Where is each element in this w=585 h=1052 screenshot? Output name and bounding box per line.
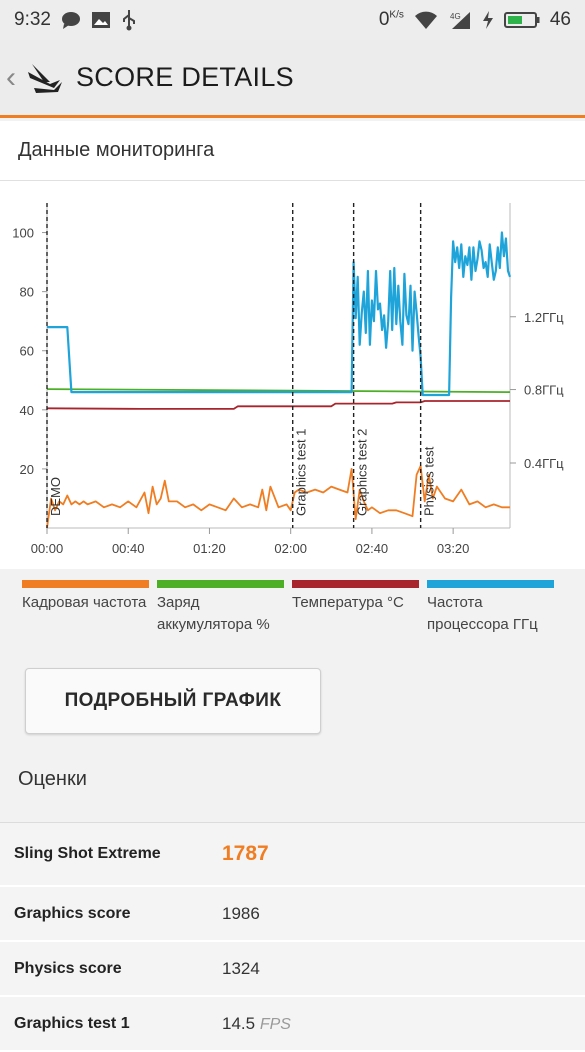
detailed-graph-button[interactable]: ПОДРОБНЫЙ ГРАФИК [25, 668, 321, 734]
score-row-graphics-score[interactable]: Graphics score 1986 [0, 887, 585, 942]
monitoring-chart-svg: 100 80 60 40 20 1.2ГГц 0.8ГГц 0.4ГГц 00:00 00:40 0… [12, 203, 564, 556]
app-bar: ‹ SCORE DETAILS [0, 40, 585, 118]
battery-level: 46 [549, 9, 571, 30]
legend-item-fps: Кадровая частота [22, 580, 149, 636]
page-title: SCORE DETAILS [76, 62, 294, 92]
score-value: 1787 [222, 842, 269, 865]
back-chevron-icon[interactable]: ‹ [6, 60, 16, 94]
y-right-tick-label: 0.4ГГц [524, 456, 564, 471]
status-bar: 9:32 0K/s 4G 46 [0, 0, 585, 40]
series-line [46, 388, 511, 393]
x-tick-label: 03:20 [437, 541, 470, 556]
scores-title: Оценки [18, 768, 87, 790]
usb-icon [122, 10, 135, 31]
battery-icon [503, 12, 540, 28]
charging-icon [482, 11, 493, 29]
image-icon [91, 12, 110, 28]
score-name: Graphics score [14, 904, 131, 922]
net-speed: 0K/s [378, 9, 404, 30]
monitoring-chart: 100 80 60 40 20 1.2ГГц 0.8ГГц 0.4ГГц 00:00 00:40 0… [0, 181, 585, 569]
test-marker-label: DEMO [48, 477, 63, 516]
y-tick-label: 60 [20, 344, 34, 359]
legend-item-cpu-frequency: Частота процессора ГГц [427, 580, 554, 636]
score-name: Sling Shot Extreme [14, 845, 161, 862]
score-value: 1324 [222, 958, 260, 978]
score-value: 14.5 FPS [222, 1013, 291, 1033]
chart-legend: Кадровая частота Заряд аккумулятора % Те… [22, 580, 563, 636]
score-name: Graphics test 1 [14, 1014, 130, 1032]
signal-4g-icon: 4G [450, 12, 470, 29]
score-row-graphics-test-1[interactable]: Graphics test 1 14.5 FPS [0, 997, 585, 1052]
x-tick-label: 00:00 [31, 541, 64, 556]
monitoring-card: Данные мониторинга 100 80 60 40 20 1.2ГГц 0.8Г… [0, 121, 585, 569]
wifi-icon [414, 11, 437, 29]
x-tick-label: 00:40 [112, 541, 145, 556]
legend-item-temperature: Температура °C [292, 580, 419, 636]
test-marker-label: Physics test [422, 446, 437, 516]
legend-item-battery: Заряд аккумулятора % [157, 580, 284, 636]
x-tick-label: 01:20 [193, 541, 226, 556]
x-tick-label: 02:40 [356, 541, 389, 556]
series-line [46, 400, 510, 410]
y-tick-label: 20 [20, 462, 34, 477]
status-time: 9:32 [14, 9, 51, 30]
y-tick-label: 100 [12, 226, 34, 241]
x-tick-label: 02:00 [274, 541, 307, 556]
svg-text:4G: 4G [450, 12, 461, 21]
score-value: 1986 [222, 903, 260, 923]
score-row-sling-shot-extreme[interactable]: Sling Shot Extreme 1787 [0, 823, 585, 887]
y-right-tick-label: 1.2ГГц [524, 310, 564, 325]
score-row-physics-score[interactable]: Physics score 1324 [0, 942, 585, 997]
series-line [47, 231, 512, 397]
score-name: Physics score [14, 959, 122, 977]
scores-table: Sling Shot Extreme 1787 Graphics score 1… [0, 822, 585, 1052]
y-tick-label: 40 [20, 403, 34, 418]
monitoring-title: Данные мониторинга [0, 121, 585, 181]
test-marker-label: Graphics test 2 [355, 429, 370, 516]
test-marker-label: Graphics test 1 [294, 429, 309, 516]
chat-icon [61, 12, 80, 29]
y-right-tick-label: 0.8ГГц [524, 383, 564, 398]
series-line [46, 465, 510, 529]
y-tick-label: 80 [20, 285, 34, 300]
3dmark-logo-icon [28, 63, 62, 93]
